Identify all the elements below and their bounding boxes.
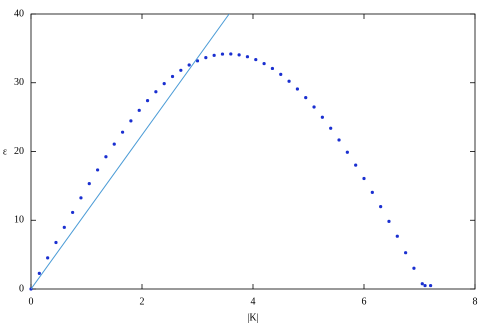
point [46, 256, 50, 260]
point [79, 196, 83, 200]
plot-frame [30, 13, 476, 290]
x-axis-label: |K| [247, 312, 258, 323]
point [362, 176, 366, 181]
point [37, 271, 41, 275]
x-tick-label: 8 [473, 296, 478, 307]
point [154, 90, 158, 94]
point [195, 59, 200, 63]
point [387, 219, 391, 223]
y-tick-label: 0 [19, 283, 24, 294]
point [262, 61, 266, 66]
point [312, 105, 316, 109]
point [370, 190, 374, 195]
point [187, 63, 191, 67]
point [179, 68, 183, 72]
y-axis-label: ε [3, 146, 7, 157]
point [96, 168, 100, 172]
line [31, 14, 230, 289]
point [420, 282, 424, 286]
point [337, 138, 341, 142]
point [395, 234, 399, 238]
point [287, 79, 291, 83]
point [204, 55, 208, 60]
point [237, 53, 241, 57]
point [279, 72, 283, 76]
point [162, 82, 166, 86]
x-tick-label: 4 [251, 296, 256, 307]
point [254, 57, 258, 62]
point [345, 150, 349, 154]
point [379, 205, 383, 209]
point [112, 142, 116, 146]
point [354, 163, 358, 167]
point [295, 87, 299, 91]
point [129, 119, 133, 123]
point [304, 96, 308, 100]
point [320, 115, 324, 119]
x-tick-label: 2 [140, 296, 145, 307]
y-tick-label: 20 [14, 146, 24, 157]
point [329, 126, 333, 130]
point [423, 283, 427, 288]
point [404, 251, 408, 255]
point [270, 66, 275, 71]
point [87, 182, 91, 186]
point [212, 53, 216, 57]
point [120, 130, 125, 134]
x-tick-label: 0 [29, 296, 34, 307]
point [54, 240, 58, 245]
y-tick-label: 10 [14, 215, 24, 226]
point [170, 74, 175, 79]
point [62, 225, 66, 229]
point [412, 266, 416, 270]
point [229, 52, 233, 56]
point [137, 108, 141, 112]
point [220, 52, 225, 56]
point [104, 155, 108, 159]
point [71, 210, 75, 215]
point [429, 283, 433, 288]
point [145, 99, 150, 103]
point [245, 55, 250, 59]
y-tick-label: 40 [14, 8, 24, 19]
y-tick-label: 30 [14, 77, 24, 88]
x-tick-label: 6 [362, 296, 367, 307]
